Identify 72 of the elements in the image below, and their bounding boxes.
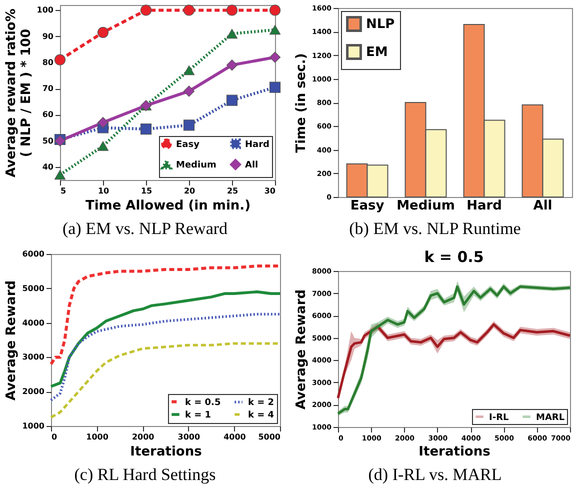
y-tick-label: 50 <box>42 136 54 146</box>
legend-label: k = 4 <box>248 410 274 420</box>
y-tick-label: 60 <box>42 110 54 120</box>
y-tick-label: 6000 <box>22 250 45 258</box>
legend-label: k = 2 <box>248 398 274 408</box>
point <box>54 170 66 180</box>
legend-label: Easy <box>176 140 200 150</box>
line-series <box>50 290 282 388</box>
legend-label: All <box>245 160 258 170</box>
point <box>269 82 281 93</box>
y-tick-label: 2000 <box>22 387 45 396</box>
point <box>183 86 195 97</box>
legend-label: EM <box>366 45 388 60</box>
legend-label: MARL <box>536 412 565 423</box>
point <box>226 60 238 71</box>
text: (c) RL Hard Settings <box>73 464 217 486</box>
point <box>226 28 238 39</box>
text: (b) EM vs. NLP Runtime <box>348 218 522 240</box>
x-axis-title: Iterations <box>418 444 491 460</box>
x-tick-label: 4000 <box>224 432 246 442</box>
x-tick-label: 5000 <box>258 432 281 442</box>
x-tick-label: 1000 <box>86 432 109 442</box>
y-axis-title: Average Reward <box>294 289 310 410</box>
y-tick-label: 40 <box>42 162 54 172</box>
point <box>97 141 109 151</box>
y-tick-label: 4000 <box>22 318 45 328</box>
text: (d) I-RL vs. MARL <box>367 464 503 486</box>
legend-label: k = 0.5 <box>185 398 221 408</box>
point <box>183 65 195 76</box>
x-tick-label: Easy <box>350 198 385 214</box>
x-tick-label: 10 <box>98 186 110 196</box>
x-tick-label: 5 <box>60 186 66 196</box>
y-tick-label: 1000 <box>22 422 45 430</box>
chart-title: k = 0.5 <box>424 248 484 266</box>
x-tick-label: 20 <box>184 186 196 196</box>
y-tick-label: 3000 <box>22 352 45 362</box>
y-axis-title: Average Reward <box>4 280 20 401</box>
x-tick-label: 25 <box>226 186 238 196</box>
y-tick-label: 80 <box>42 58 54 67</box>
y-tick-label: 100 <box>36 6 54 15</box>
text: (a) EM vs. NLP Reward <box>61 218 229 240</box>
legend-label: Hard <box>245 140 270 150</box>
x-tick-label: 2000 <box>132 432 155 442</box>
x-tick-label: 3000 <box>178 432 200 442</box>
x-axis-title: Iterations <box>130 444 202 460</box>
point <box>140 124 152 135</box>
point <box>269 52 281 63</box>
legend-label: I-RL <box>489 412 510 423</box>
x-axis-title: Time Allowed (in min.) <box>85 198 251 214</box>
point <box>97 116 109 128</box>
y-tick-label: 70 <box>42 84 54 94</box>
x-tick-label: All <box>533 198 552 214</box>
point <box>140 4 152 16</box>
y-axis-title: Time (in sec.) <box>294 53 310 153</box>
point <box>269 4 281 16</box>
point <box>183 120 195 131</box>
x-tick-label: Hard <box>466 198 502 214</box>
x-tick-label: 30 <box>264 186 276 196</box>
y-tick-label: 5000 <box>22 284 45 293</box>
legend-label: Medium <box>176 160 216 170</box>
legend-label: k = 1 <box>185 410 212 420</box>
point <box>97 26 109 38</box>
point <box>226 94 238 106</box>
y-axis-title: Average reward ratio% ( NLP / EM ) * 100 <box>4 8 34 178</box>
point <box>54 54 66 66</box>
x-tick-label: Medium <box>396 198 455 214</box>
point <box>226 4 238 16</box>
point <box>269 24 281 35</box>
legend-label: NLP <box>366 17 395 32</box>
y-tick-label: 90 <box>42 32 54 41</box>
x-tick-label: 15 <box>140 186 152 196</box>
point <box>183 4 195 16</box>
